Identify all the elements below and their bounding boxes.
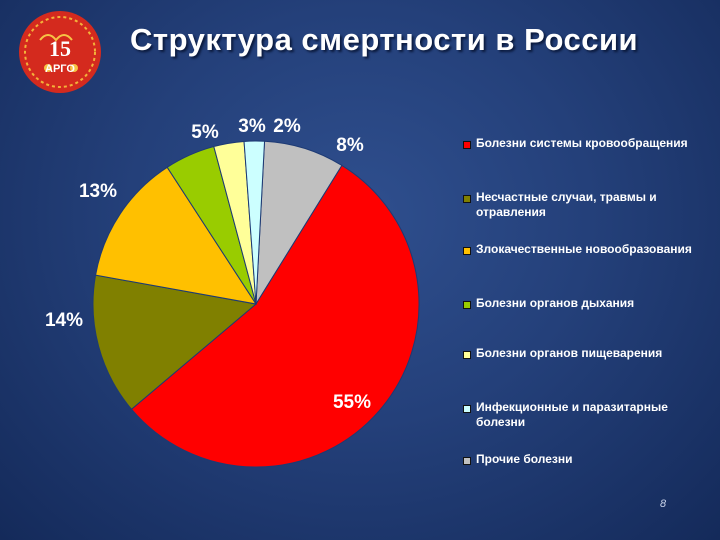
legend-item: Болезни органов дыхания xyxy=(463,296,703,311)
legend-label: Прочие болезни xyxy=(476,452,573,466)
logo-number: 15 xyxy=(49,36,71,61)
legend-label: Несчастные случаи, травмы и отравления xyxy=(476,190,657,219)
pie-data-label: 8% xyxy=(336,135,364,156)
page-number: 8 xyxy=(660,498,667,510)
pie-data-label: 14% xyxy=(45,310,83,331)
legend-item: Болезни системы кровообращения xyxy=(463,136,703,151)
legend-label: Злокачественные новообразования xyxy=(476,242,692,256)
pie-data-label: 3% xyxy=(238,116,266,137)
legend-label: Болезни органов дыхания xyxy=(476,296,635,310)
pie-slice xyxy=(243,140,266,305)
pie-data-label: 5% xyxy=(191,122,219,143)
legend-swatch xyxy=(463,141,471,149)
pie-data-labels: 8% 55% 14% 13% 5% 3% 2% xyxy=(45,116,371,413)
legend-item: Прочие болезни xyxy=(463,452,703,467)
legend-swatch xyxy=(463,247,471,255)
legend-swatch xyxy=(463,195,471,203)
pie-slice xyxy=(94,166,258,305)
logo-text: АРГО xyxy=(45,63,75,75)
legend-label: Инфекционные и паразитарные болезни xyxy=(476,400,668,429)
legend-item: Инфекционные и паразитарные болезни xyxy=(463,400,703,430)
pie-data-label: 2% xyxy=(273,116,301,137)
legend-swatch xyxy=(463,457,471,465)
page-title: Структура смертности в России xyxy=(130,22,639,57)
legend-item: Злокачественные новообразования xyxy=(463,242,703,257)
argo-logo: 15 АРГО xyxy=(18,10,102,94)
legend-item: Несчастные случаи, травмы и отравления xyxy=(463,190,703,220)
pie-slices xyxy=(92,140,420,468)
legend-item: Болезни органов пищеварения xyxy=(463,346,703,361)
pie-slice xyxy=(130,164,420,468)
legend-swatch xyxy=(463,301,471,309)
legend-label: Болезни системы кровообращения xyxy=(476,136,688,150)
legend-swatch xyxy=(463,405,471,413)
legend-swatch xyxy=(463,351,471,359)
legend-label: Болезни органов пищеварения xyxy=(476,346,663,360)
pie-data-label: 55% xyxy=(333,392,371,413)
pie-data-label: 13% xyxy=(79,181,117,202)
pie-slice xyxy=(92,274,258,410)
